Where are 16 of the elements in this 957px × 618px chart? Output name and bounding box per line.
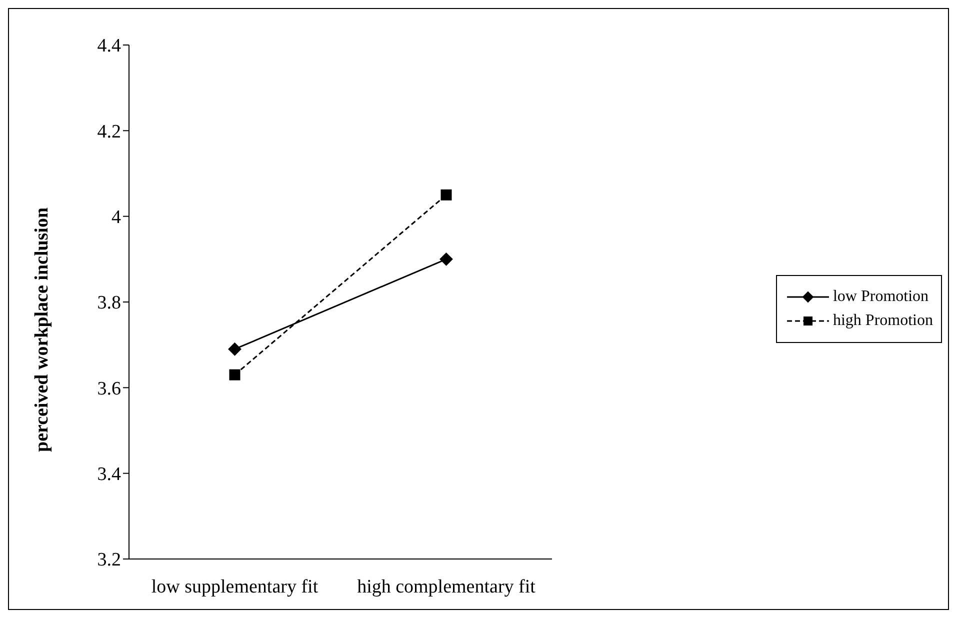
y-tick-label: 4 (112, 207, 122, 228)
point (229, 369, 240, 380)
y-tick-label: 4.2 (97, 121, 121, 142)
y-tick-label: 3.6 (97, 378, 121, 400)
legend-label: low Promotion (832, 288, 929, 306)
x-tick-label: low supplementary fit (151, 576, 319, 598)
point (228, 342, 242, 356)
y-axis-title: perceived workplace inclusion (32, 207, 53, 452)
y-tick-label: 4.4 (97, 36, 122, 57)
y-tick-label: 3.4 (97, 464, 122, 486)
point (440, 189, 452, 200)
y-tick-label: 3.8 (97, 292, 121, 314)
y-tick-label: 3.2 (97, 550, 121, 571)
x-tick-label: high complementary fit (357, 576, 536, 598)
legend-label: high Promotion (832, 312, 933, 330)
point (440, 252, 453, 266)
